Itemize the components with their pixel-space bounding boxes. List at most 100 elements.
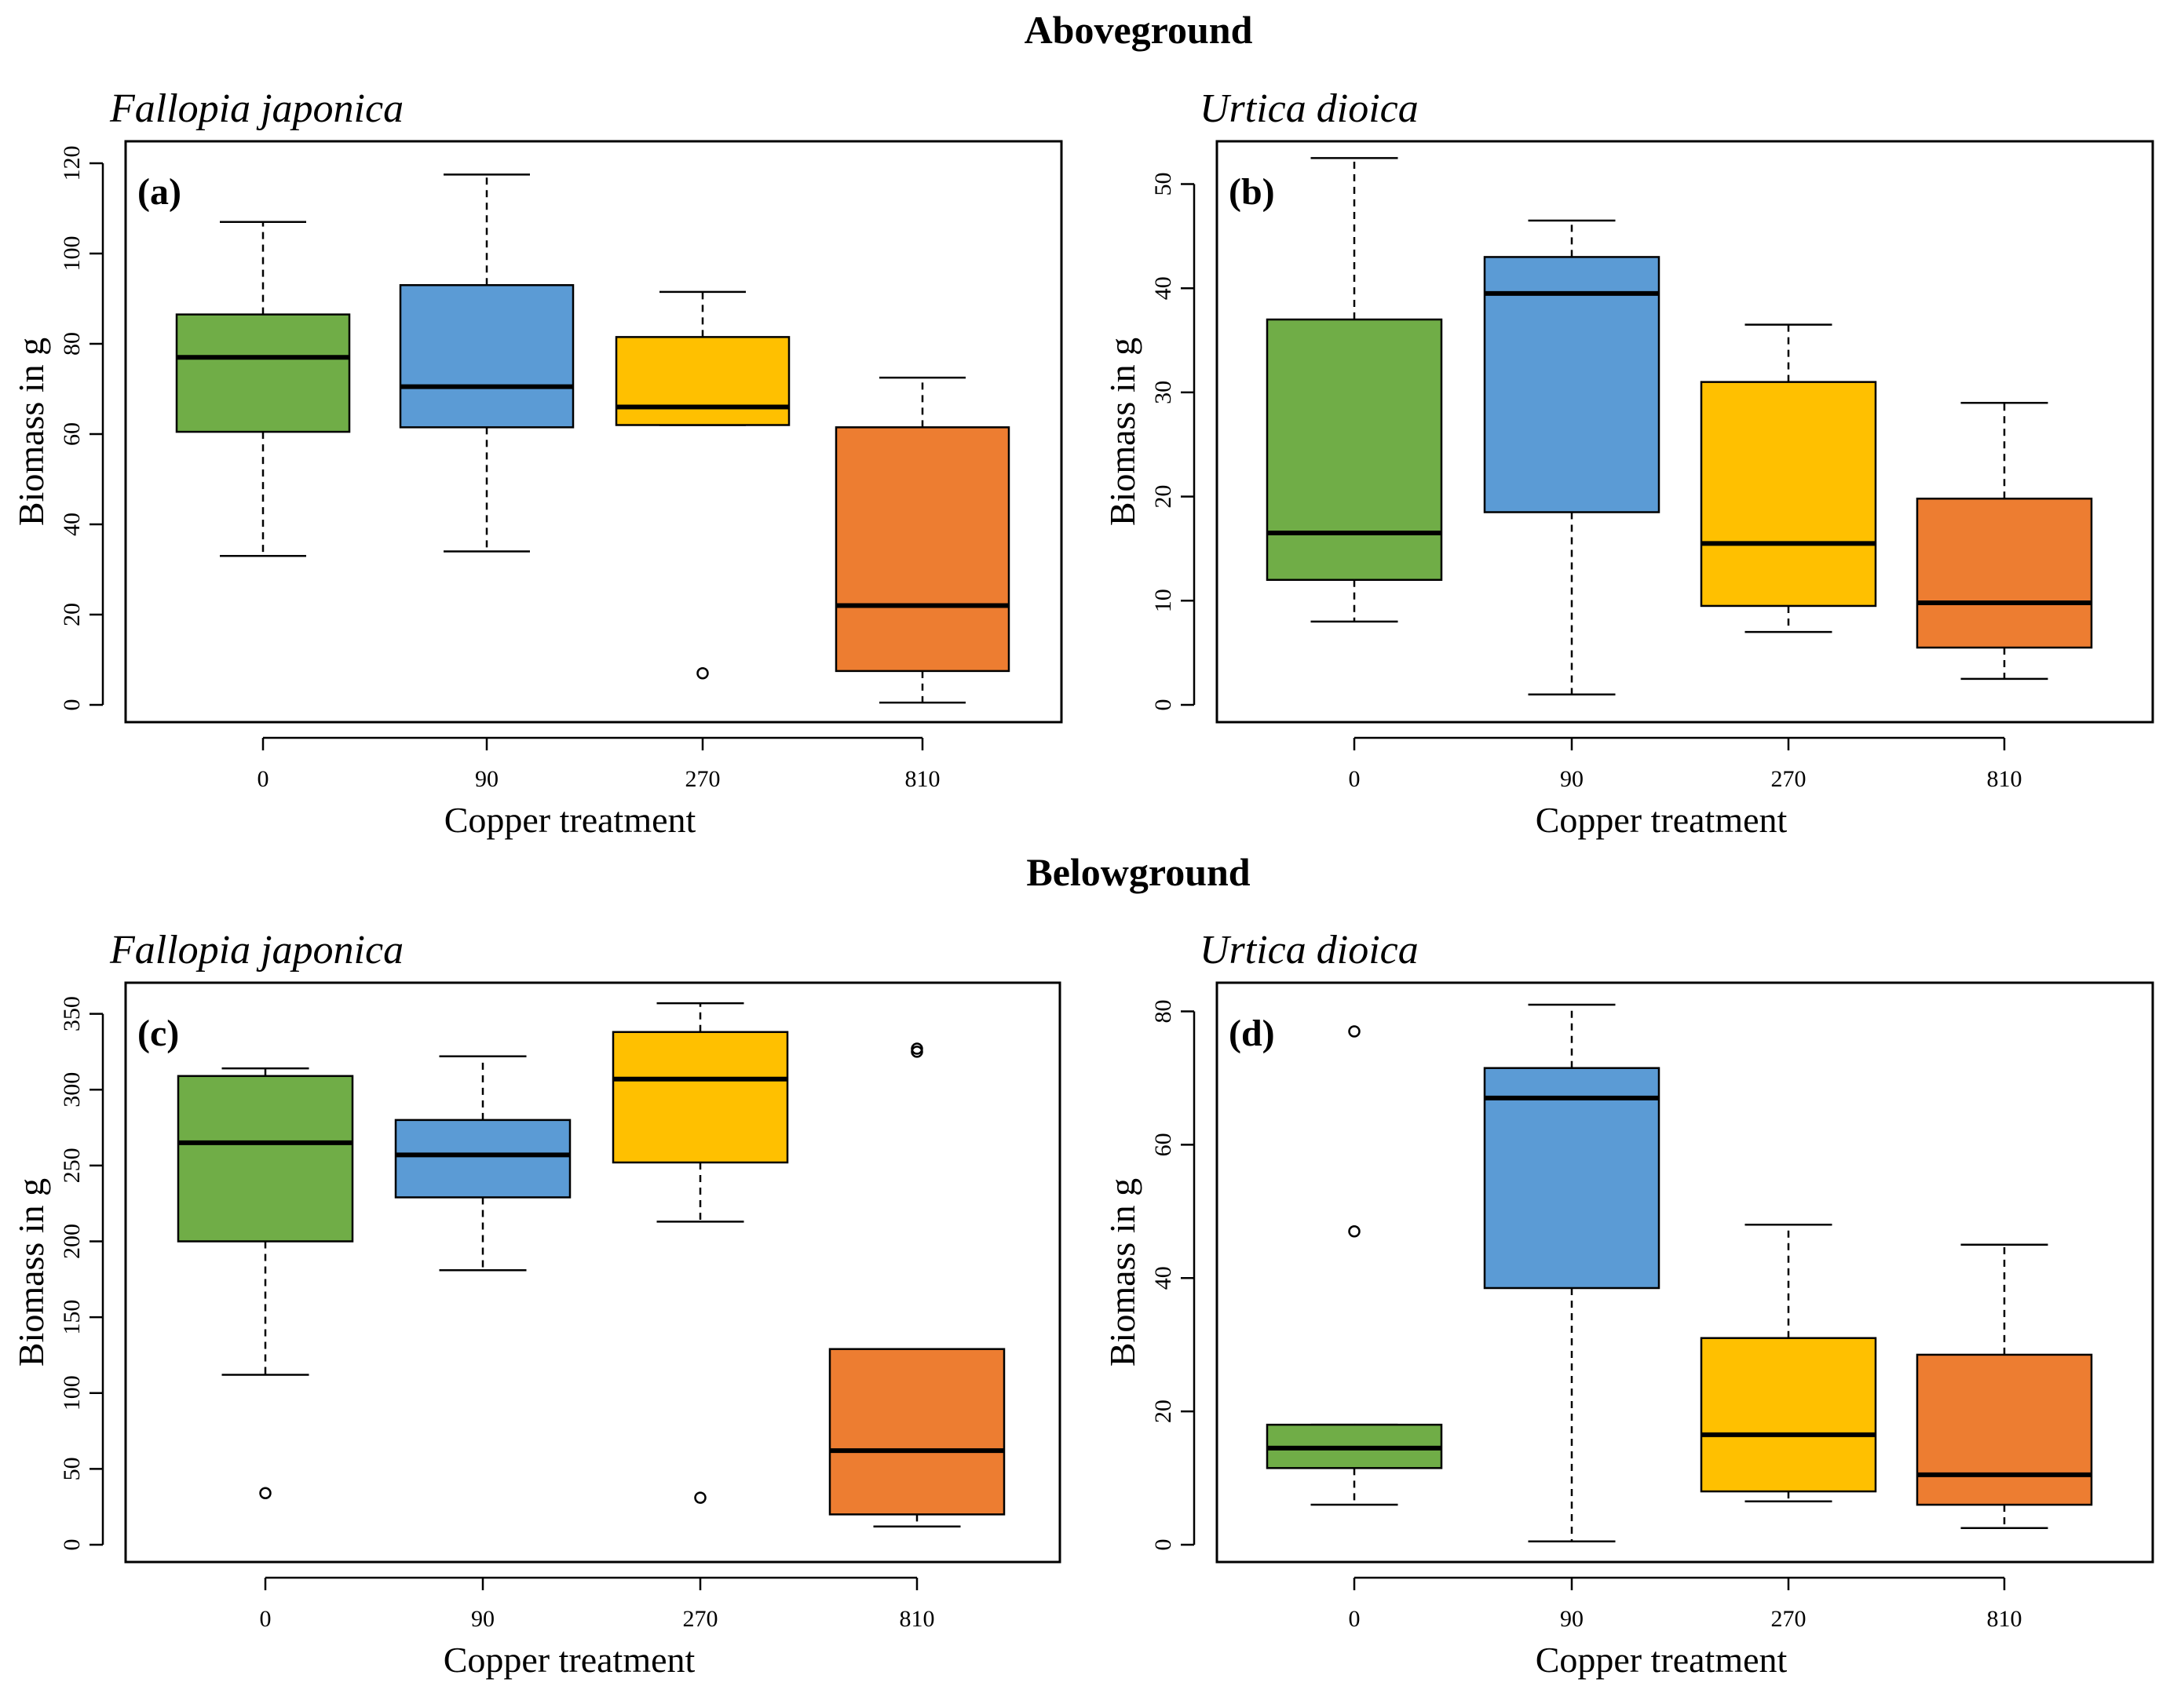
box-iqr (1916, 1353, 2093, 1506)
box-iqr (177, 1075, 354, 1243)
y-tick-label: 40 (1150, 276, 1176, 300)
y-tick-label: 300 (59, 1072, 85, 1108)
box-90 (1483, 219, 1660, 695)
y-axis-label: Biomass in g (1102, 338, 1142, 526)
y-tick-label: 40 (1150, 1266, 1176, 1290)
plot-frame (124, 140, 1063, 724)
species-title: Fallopia japonica (109, 928, 404, 973)
box-0 (1266, 157, 1443, 623)
y-tick-label: 150 (59, 1300, 85, 1335)
y-tick-label: 50 (59, 1457, 85, 1480)
box-iqr (835, 426, 1010, 673)
x-axis-label: Copper treatment (1536, 800, 1788, 840)
y-tick-label: 80 (59, 332, 85, 356)
plot-frame (1215, 140, 2154, 724)
box-270 (1700, 323, 1877, 633)
y-axis-label: Biomass in g (1102, 1178, 1142, 1367)
y-tick-label: 60 (59, 422, 85, 446)
plot-frame (124, 981, 1061, 1564)
y-tick-label: 100 (59, 236, 85, 272)
y-tick-label: 20 (59, 603, 85, 626)
x-tick-label: 0 (1349, 1606, 1361, 1632)
box-90 (394, 1055, 572, 1272)
box-90 (399, 173, 575, 553)
x-axis-label: Copper treatment (444, 1640, 696, 1680)
box-810 (828, 1042, 1006, 1528)
x-tick-label: 270 (685, 766, 721, 792)
y-tick-label: 20 (1150, 485, 1176, 509)
section-title-below: Belowground (1026, 850, 1250, 894)
y-tick-label: 20 (1150, 1400, 1176, 1423)
box-0 (177, 1067, 354, 1500)
box-iqr (612, 1031, 789, 1164)
x-tick-label: 90 (475, 766, 499, 792)
x-tick-label: 270 (1771, 766, 1807, 792)
box-iqr (1266, 318, 1443, 582)
y-tick-label: 0 (1150, 1539, 1176, 1551)
x-tick-label: 810 (1987, 1606, 2022, 1632)
x-tick-label: 0 (258, 766, 269, 792)
y-tick-label: 0 (1150, 699, 1176, 711)
section-title-above: Aboveground (1025, 8, 1253, 52)
box-810 (1916, 401, 2093, 681)
box-iqr (394, 1119, 572, 1199)
panel-c: Fallopia japonica (c) 0 50 100 150 200 250 300 35… (11, 928, 1061, 1680)
y-tick-label: 0 (59, 1539, 85, 1551)
species-title: Fallopia japonica (109, 86, 404, 131)
panel-label: (d) (1229, 1013, 1275, 1054)
x-tick-label: 0 (1349, 766, 1361, 792)
outlier-point (911, 1042, 923, 1055)
y-axis-label: Biomass in g (11, 338, 51, 526)
y-tick-label: 40 (59, 513, 85, 536)
box-iqr (1483, 1067, 1660, 1290)
x-tick-label: 90 (471, 1606, 495, 1632)
y-tick-label: 350 (59, 996, 85, 1031)
box-iqr (1483, 256, 1660, 513)
y-tick-label: 200 (59, 1224, 85, 1259)
box-iqr (828, 1348, 1006, 1516)
outlier-point (259, 1487, 272, 1500)
box-iqr (399, 284, 575, 429)
y-tick-label: 50 (1150, 173, 1176, 196)
box-90 (1483, 1003, 1660, 1543)
plot-frame (1215, 981, 2154, 1564)
y-tick-label: 120 (59, 146, 85, 181)
y-tick-label: 100 (59, 1375, 85, 1411)
box-270 (615, 290, 791, 680)
box-iqr (1916, 498, 2093, 649)
x-tick-label: 810 (905, 766, 941, 792)
box-0 (1266, 1025, 1443, 1506)
x-tick-label: 810 (900, 1606, 935, 1632)
y-axis-label: Biomass in g (11, 1178, 51, 1367)
panels: Fallopia japonica (a) 0 20 40 60 80 100 120 Bioma… (11, 86, 2154, 1680)
box-0 (175, 221, 351, 557)
outlier-point (694, 1491, 707, 1504)
x-tick-label: 90 (1560, 1606, 1584, 1632)
panel-d: Urtica dioica (d) 0 20 40 60 80 Biomass in g 0 90… (1102, 928, 2154, 1680)
y-tick-label: 30 (1150, 381, 1176, 404)
x-tick-label: 270 (683, 1606, 718, 1632)
x-tick-label: 270 (1771, 1606, 1807, 1632)
box-iqr (175, 313, 351, 433)
box-iqr (1700, 1337, 1877, 1493)
y-tick-label: 250 (59, 1148, 85, 1183)
y-tick-label: 0 (59, 699, 85, 711)
y-tick-label: 80 (1150, 999, 1176, 1023)
x-tick-label: 0 (260, 1606, 272, 1632)
x-axis-label: Copper treatment (1536, 1640, 1788, 1680)
outlier-point (1348, 1025, 1361, 1038)
panel-label: (c) (137, 1013, 179, 1054)
outlier-point (1348, 1225, 1361, 1238)
x-tick-label: 90 (1560, 766, 1584, 792)
box-iqr (1700, 381, 1877, 608)
box-810 (835, 376, 1010, 704)
x-tick-label: 810 (1987, 766, 2022, 792)
species-title: Urtica dioica (1200, 928, 1419, 973)
x-axis-label: Copper treatment (444, 800, 696, 840)
panel-b: Urtica dioica (b) 0 10 20 30 40 50 Biomass in g 0… (1102, 86, 2154, 840)
panel-label: (a) (137, 171, 181, 213)
outlier-point (696, 667, 709, 680)
species-title: Urtica dioica (1200, 86, 1419, 131)
panel-a: Fallopia japonica (a) 0 20 40 60 80 100 120 Bioma… (11, 86, 1063, 840)
